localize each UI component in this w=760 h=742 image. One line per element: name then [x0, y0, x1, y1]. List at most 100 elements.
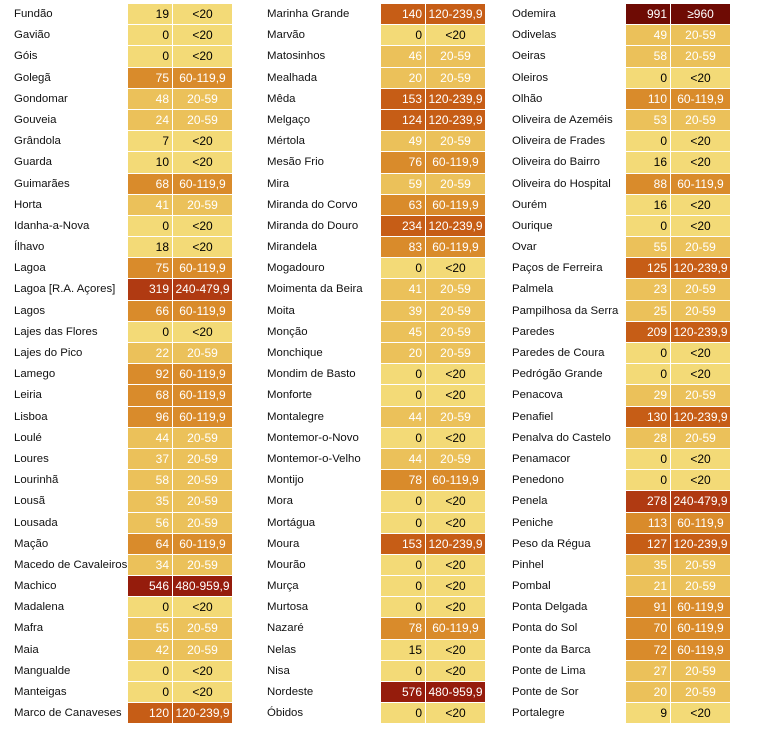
incidence-class: 60-119,9 [671, 639, 730, 660]
municipality-name: Monforte [267, 389, 312, 402]
incidence-value: 0 [626, 343, 670, 364]
incidence-class: 120-239,9 [671, 406, 730, 427]
municipality-name: Lourinhã [14, 474, 59, 487]
incidence-class: 20-59 [671, 427, 730, 448]
municipality-name: Pampilhosa da Serra [512, 304, 619, 317]
incidence-class: 20-59 [671, 660, 730, 681]
incidence-class: 60-119,9 [173, 406, 232, 427]
incidence-class: <20 [426, 491, 485, 512]
incidence-value: 0 [128, 46, 172, 67]
incidence-class: 240-479,9 [671, 491, 730, 512]
incidence-value: 140 [381, 4, 425, 25]
municipality-name: Ponta Delgada [512, 601, 588, 614]
municipality-name: Peniche [512, 516, 554, 529]
municipality-name: Grândola [14, 135, 61, 148]
incidence-class: 120-239,9 [426, 88, 485, 109]
incidence-value: 44 [128, 427, 172, 448]
incidence-value: 55 [128, 618, 172, 639]
municipality-name: Oliveira do Hospital [512, 177, 611, 190]
incidence-value: 130 [626, 406, 670, 427]
incidence-class: 20-59 [671, 109, 730, 131]
municipality-name: Oliveira do Bairro [512, 156, 600, 169]
incidence-value: 66 [128, 300, 172, 321]
municipality-name: Ponte de Sor [512, 686, 579, 698]
incidence-value: 16 [626, 194, 670, 215]
municipality-name: Horta [14, 198, 42, 211]
incidence-class: 20-59 [426, 448, 485, 470]
municipality-name: Pombal [512, 580, 551, 593]
municipality-name: Madalena [14, 601, 65, 614]
municipality-name: Lousã [14, 495, 46, 508]
municipality-name: Lagoa [R.A. Açores] [14, 283, 116, 296]
incidence-value: 0 [128, 215, 172, 237]
incidence-value: 278 [626, 491, 670, 512]
municipality-name: Guarda [14, 156, 52, 169]
municipality-name: Penamacor [512, 452, 571, 465]
incidence-value: 35 [626, 554, 670, 576]
incidence-value: 64 [128, 533, 172, 554]
incidence-value: 234 [381, 215, 425, 237]
municipality-name: Ovar [512, 241, 537, 254]
incidence-class: 20-59 [173, 88, 232, 109]
incidence-class: 20-59 [173, 448, 232, 470]
incidence-value: 23 [626, 279, 670, 300]
incidence-value: 9 [626, 703, 670, 724]
municipality-name: Pinhel [512, 558, 544, 571]
municipality-name: Marco de Canaveses [14, 707, 122, 720]
incidence-value: 20 [626, 682, 670, 703]
municipality-name: Mafra [14, 622, 44, 635]
incidence-value: 70 [626, 618, 670, 639]
incidence-value: 16 [626, 152, 670, 173]
incidence-value: 0 [626, 215, 670, 237]
municipality-name: Idanha-a-Nova [14, 219, 90, 232]
municipality-name: Lousada [14, 516, 58, 529]
municipality-name: Montijo [267, 474, 304, 487]
incidence-value: 19 [128, 4, 172, 25]
incidence-value: 37 [128, 448, 172, 470]
incidence-class: <20 [426, 597, 485, 618]
incidence-class: 20-59 [173, 639, 232, 660]
municipality-name: Mirandela [267, 241, 318, 254]
incidence-class: <20 [671, 67, 730, 88]
incidence-value: 0 [381, 576, 425, 597]
municipality-name: Oeiras [512, 50, 546, 63]
incidence-value: 125 [626, 258, 670, 279]
incidence-class: 20-59 [173, 470, 232, 491]
incidence-value: 83 [381, 237, 425, 258]
incidence-value: 7 [128, 131, 172, 152]
incidence-value: 75 [128, 258, 172, 279]
incidence-value: 15 [381, 639, 425, 660]
incidence-value: 209 [626, 321, 670, 342]
municipality-name: Mourão [267, 558, 306, 571]
incidence-value: 0 [381, 364, 425, 385]
incidence-value: 35 [128, 491, 172, 512]
municipality-name: Gondomar [14, 92, 68, 105]
municipality-name: Góis [14, 50, 38, 63]
incidence-class: 20-59 [173, 618, 232, 639]
municipality-name: Mora [267, 495, 293, 508]
incidence-class: 20-59 [426, 406, 485, 427]
incidence-value: 56 [128, 512, 172, 533]
incidence-class: <20 [173, 321, 232, 342]
incidence-class: 20-59 [173, 491, 232, 512]
municipality-name: Manteigas [14, 686, 67, 698]
incidence-class: 60-119,9 [173, 364, 232, 385]
municipality-name: Lisboa [14, 410, 48, 423]
incidence-class: <20 [671, 364, 730, 385]
incidence-value: 53 [626, 109, 670, 131]
incidence-value: 45 [381, 321, 425, 342]
municipality-name: Paços de Ferreira [512, 262, 603, 275]
incidence-class: 20-59 [671, 385, 730, 406]
incidence-class: 60-119,9 [173, 300, 232, 321]
municipality-name: Marvão [267, 29, 305, 42]
incidence-value: 0 [381, 25, 425, 46]
municipality-name: Gouveia [14, 113, 57, 126]
incidence-value: 0 [381, 703, 425, 724]
incidence-value: 0 [626, 67, 670, 88]
incidence-value: 34 [128, 554, 172, 576]
incidence-class: <20 [671, 152, 730, 173]
incidence-value: 88 [626, 173, 670, 194]
incidence-class: ≥960 [671, 4, 730, 25]
incidence-value: 22 [128, 343, 172, 364]
incidence-value: 0 [381, 660, 425, 681]
